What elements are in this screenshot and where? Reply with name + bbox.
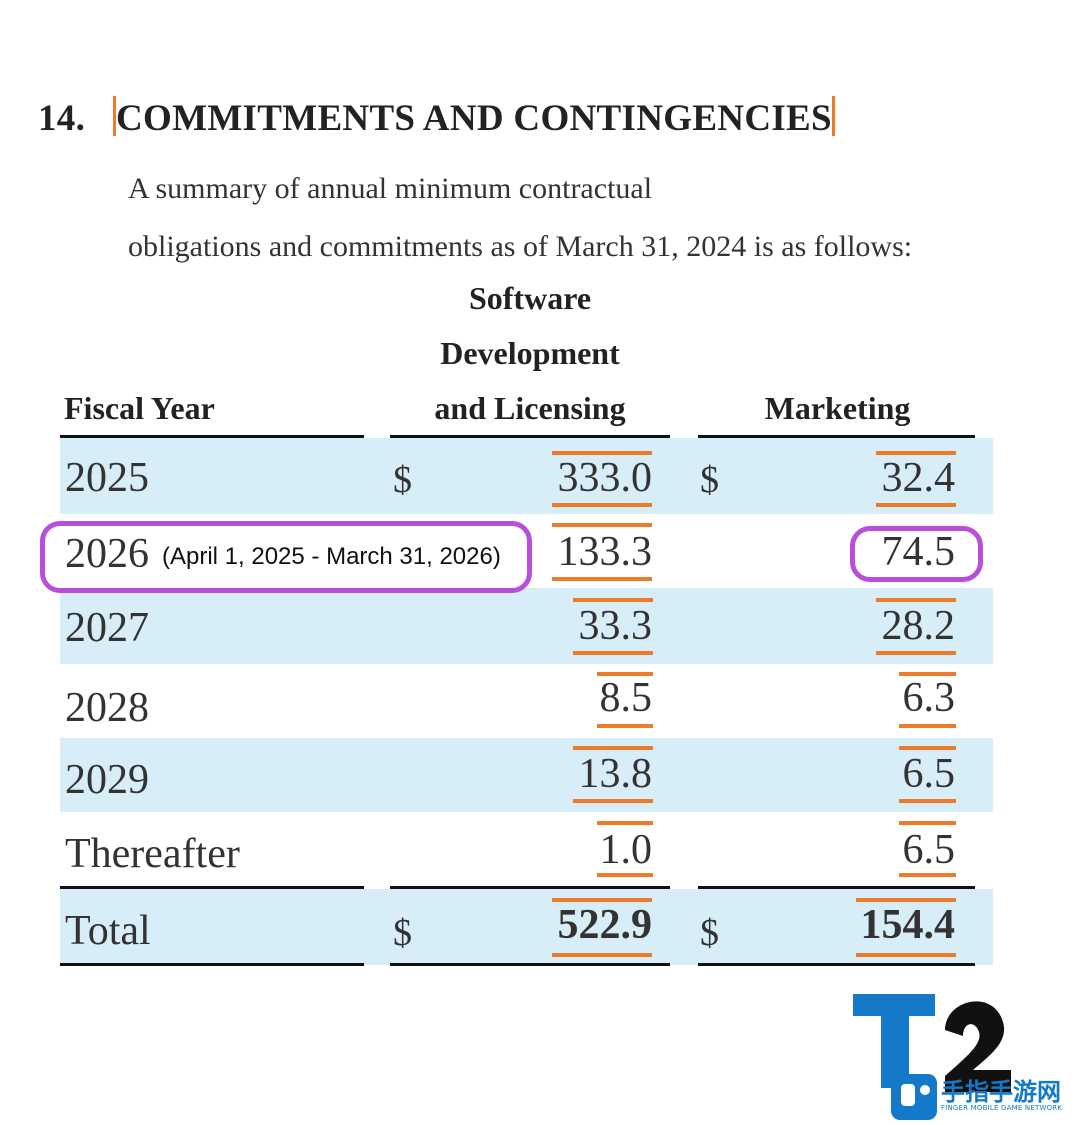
currency-symbol: $ [393, 912, 412, 954]
col-header-marketing: Marketing [764, 390, 911, 426]
col-header-software-line-3: and Licensing [434, 390, 626, 426]
currency-symbol: $ [700, 912, 719, 954]
marketing-value: 28.2 [881, 603, 956, 649]
table-row-2029: 2029 13.8 6.5 [60, 738, 993, 812]
fiscal-2026-annotation: (April 1, 2025 - March 31, 2026) [162, 543, 501, 570]
logo-name: 手指手游网 [941, 1078, 1061, 1106]
value-marker [573, 651, 653, 655]
row-year: 2026 [65, 531, 149, 577]
software-value: 13.8 [578, 751, 653, 797]
row-year: 2029 [65, 757, 149, 803]
value-marker [856, 953, 956, 957]
value-marker [597, 672, 653, 676]
marketing-value: 6.5 [902, 751, 956, 797]
table-row-total: Total $ 522.9 $ 154.4 [60, 889, 993, 965]
intro-line-1: A summary of annual minimum contractual [128, 172, 653, 205]
table-row-2025: 2025 $ 333.0 $ 32.4 [60, 438, 993, 514]
section-number: 14. [38, 98, 86, 139]
section-title: COMMITMENTS AND CONTINGENCIES [116, 98, 832, 139]
currency-symbol: $ [393, 459, 412, 501]
value-marker [899, 821, 956, 825]
software-value: 1.0 [599, 827, 653, 873]
col-header-fiscal-year: Fiscal Year [64, 390, 215, 426]
software-value: 133.3 [557, 529, 653, 575]
header-rule-software [390, 435, 670, 438]
total-marketing-value: 154.4 [860, 902, 956, 948]
value-marker [597, 724, 653, 728]
value-marker [876, 598, 956, 602]
value-marker [876, 451, 956, 455]
col-header-software-line-2: Development [440, 335, 620, 371]
total-underline-marketing [698, 963, 975, 966]
total-rule-marketing [698, 886, 975, 889]
col-header-software-line-1: Software [468, 280, 592, 316]
marketing-value: 74.5 [881, 529, 956, 575]
logo-subtitle: FINGER MOBILE GAME NETWORK [941, 1104, 1063, 1112]
value-marker [876, 503, 956, 507]
value-marker [899, 724, 956, 728]
value-marker [552, 577, 652, 581]
value-marker [552, 523, 652, 527]
currency-symbol: $ [700, 459, 719, 501]
value-marker [552, 898, 652, 902]
value-marker [899, 672, 956, 676]
value-marker [899, 873, 956, 877]
highlight-marketing-2026 [850, 526, 983, 582]
value-marker [552, 451, 652, 455]
highlight-2026-row [40, 521, 532, 593]
row-year: Thereafter [65, 831, 240, 877]
marketing-value: 6.3 [902, 675, 956, 721]
total-rule-year [60, 886, 364, 889]
row-year: 2028 [65, 685, 149, 731]
intro-line-2: obligations and commitments as of March … [128, 230, 913, 263]
total-label: Total [65, 908, 151, 954]
table-row-2027: 2027 33.3 28.2 [60, 588, 993, 664]
value-marker [597, 821, 653, 825]
table-row-thereafter: Thereafter 1.0 6.5 [60, 812, 993, 888]
row-year: 2027 [65, 605, 149, 651]
total-software-value: 522.9 [557, 902, 653, 948]
marketing-value: 6.5 [902, 827, 956, 873]
total-underline-year [60, 963, 364, 966]
table-row-2026: 2026 133.3 74.5 [60, 514, 993, 588]
software-value: 333.0 [557, 455, 653, 501]
software-value: 8.5 [599, 675, 653, 721]
value-marker [876, 651, 956, 655]
value-marker [552, 953, 652, 957]
header-rule-year [60, 435, 364, 438]
software-value: 33.3 [578, 603, 653, 649]
value-marker [597, 873, 653, 877]
total-underline-software [390, 963, 670, 966]
header-rule-marketing [698, 435, 975, 438]
section-heading: 14. COMMITMENTS AND CONTINGENCIES [38, 96, 835, 140]
value-marker [552, 503, 652, 507]
value-marker [899, 799, 956, 803]
cursor-mark-end [831, 96, 835, 136]
value-marker [573, 746, 653, 750]
site-logo: 手指手游网 FINGER MOBILE GAME NETWORK [853, 992, 1080, 1120]
value-marker [856, 898, 956, 902]
cursor-mark [113, 96, 116, 136]
marketing-value: 32.4 [881, 455, 956, 501]
t2-logo-icon [853, 994, 1011, 1120]
value-marker [899, 746, 956, 750]
value-marker [573, 598, 653, 602]
total-rule-software [390, 886, 670, 889]
table-row-2028: 2028 8.5 6.3 [60, 664, 993, 738]
row-year: 2025 [65, 455, 149, 501]
value-marker [573, 799, 653, 803]
